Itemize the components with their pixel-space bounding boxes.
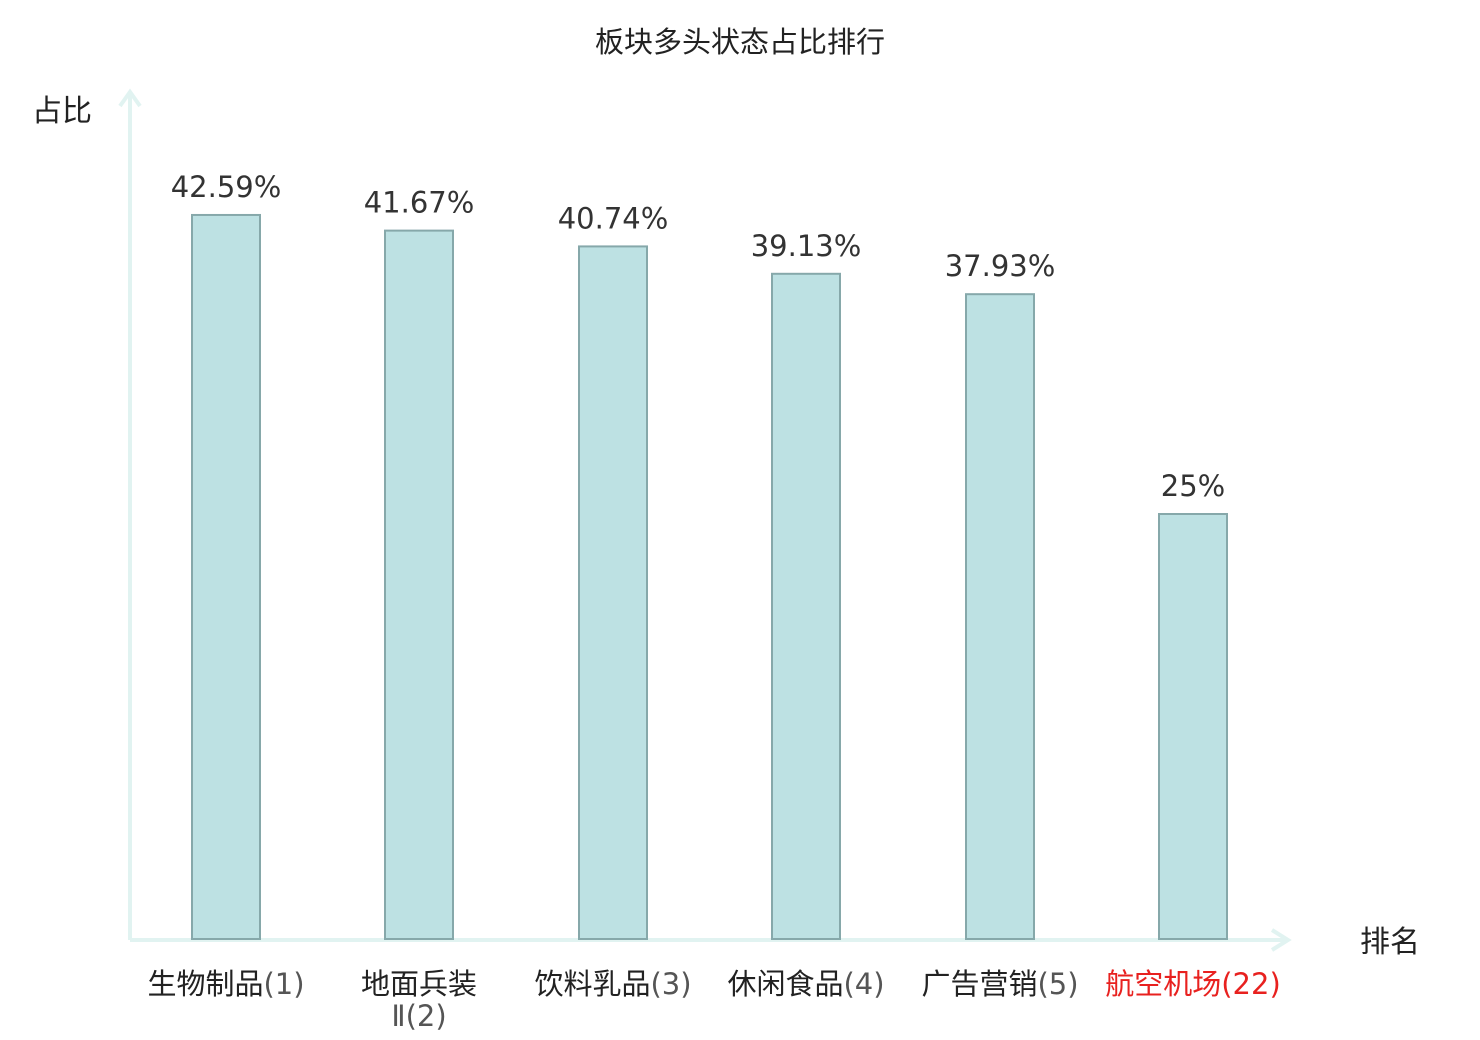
category-label: 生物制品(1) [147,967,304,1001]
category-name: 航空机场 [1105,967,1221,1001]
y-axis-title: 占比 [32,94,92,129]
chart-title: 板块多头状态占比排行 [595,25,885,59]
value-label: 39.13% [751,229,862,263]
value-label: 42.59% [171,170,282,204]
category-rank: (22) [1221,967,1281,1001]
bar [579,246,647,939]
category-name: 饮料乳品 [534,967,650,1001]
category-rank: (2) [406,999,447,1033]
value-label: 37.93% [945,249,1056,283]
category-name-line2: Ⅱ [391,999,405,1033]
bar [192,215,260,939]
category-label: 航空机场(22) [1105,967,1281,1001]
category-label: 广告营销(5) [921,967,1078,1001]
x-axis-title: 排名 [1360,925,1420,960]
category-rank: (3) [650,967,691,1001]
category-label: 休闲食品(4) [727,967,884,1001]
value-label: 40.74% [558,201,669,235]
x-axis [130,930,1288,950]
bar-series [192,215,1227,939]
category-name: 生物制品 [147,967,263,1001]
category-label: 地面兵装 Ⅱ(2) [361,967,477,1033]
value-label: 41.67% [364,186,475,220]
category-rank: (4) [843,967,884,1001]
category-label: 饮料乳品(3) [534,967,691,1001]
value-labels: 42.59% 41.67% 40.74% 39.13% 37.93% 25% [171,170,1226,503]
value-label: 25% [1161,469,1225,503]
category-name: 地面兵装 [361,967,477,1001]
bar [966,294,1034,939]
y-axis [120,92,140,940]
bar [772,274,840,939]
bar [385,231,453,939]
category-name: 休闲食品 [727,967,843,1001]
category-name: 广告营销 [921,967,1037,1001]
category-rank: (5) [1037,967,1078,1001]
category-rank: (1) [263,967,304,1001]
bar [1159,514,1227,939]
category-labels: 生物制品(1) 地面兵装 Ⅱ(2) 饮料乳品(3) 休闲食品(4) 广告营销(5) 航空机场… [147,967,1280,1033]
